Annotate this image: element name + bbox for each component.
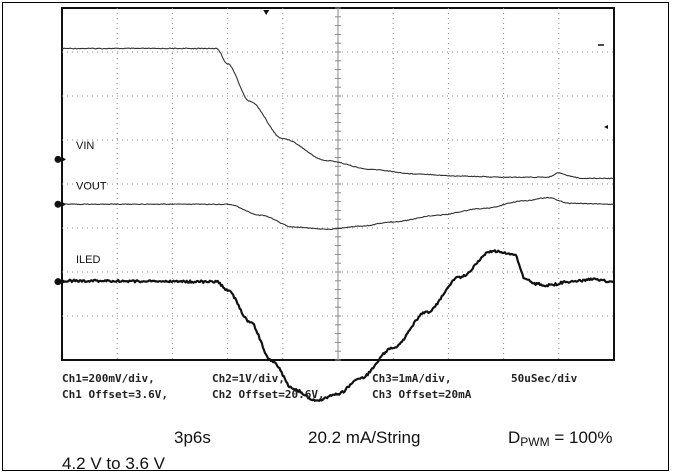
scope-markers: VIN VOUT ILED: [54, 10, 608, 286]
channel-arrow-vout: [61, 201, 66, 208]
scope-grid: [61, 7, 615, 361]
right-level-arrow: [604, 125, 608, 129]
caption-ch1-scale: Ch1=200mV/div,: [62, 372, 155, 385]
label-string-current: 20.2 mA/String: [308, 428, 421, 447]
channel-arrow-vin: [61, 156, 66, 163]
trace-label-vout: VOUT: [76, 180, 107, 192]
label-duty-cycle: DPWM = 100%: [508, 428, 613, 449]
channel-marker-vin: [54, 155, 62, 163]
caption-ch2-scale: Ch2=1V/div,: [212, 372, 285, 385]
caption-ch1-offset: Ch1 Offset=3.6V,: [62, 388, 168, 401]
trigger-marker: [263, 10, 270, 15]
label-vin-step: 4.2 V to 3.6 V: [62, 454, 166, 473]
scope-traces: [61, 47, 615, 402]
trace-label-vin: VIN: [76, 140, 94, 152]
trace-vout: [61, 196, 615, 231]
trace-vin: [61, 47, 615, 180]
trace-iled: [61, 249, 615, 402]
caption-ch2-offset: Ch2 Offset=20.6V,: [212, 388, 325, 401]
figure-frame: [2, 2, 669, 471]
trace-label-iled: ILED: [76, 254, 101, 266]
caption-ch3-offset: Ch3 Offset=20mA: [372, 388, 472, 401]
caption-timebase: 50uSec/div: [511, 372, 578, 385]
channel-arrow-iled: [61, 278, 66, 285]
caption-ch3-scale: Ch3=1mA/div,: [372, 372, 452, 385]
label-config: 3p6s: [174, 428, 211, 447]
channel-marker-iled: [54, 278, 62, 286]
channel-marker-vout: [54, 200, 62, 208]
